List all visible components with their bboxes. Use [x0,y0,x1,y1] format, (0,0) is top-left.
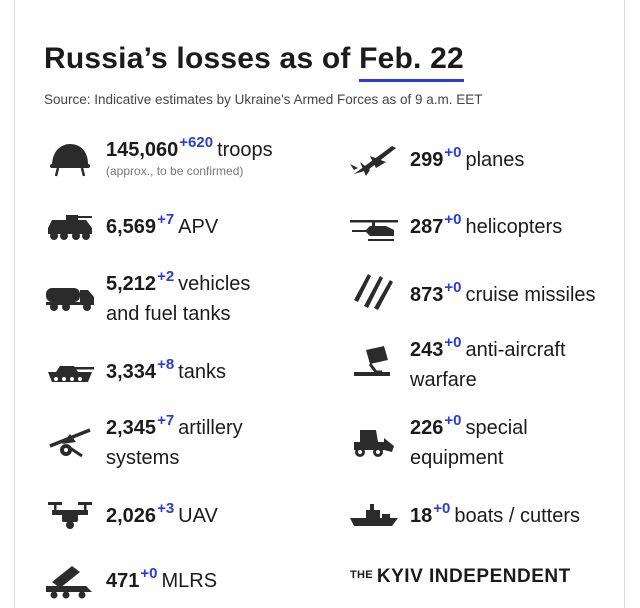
mlrs-icon [42,560,98,600]
value: 299 [410,149,444,171]
missiles-icon [346,270,402,310]
label: APV [178,216,219,238]
brand-the: THE [350,569,373,581]
value: 3,334 [106,361,157,383]
value: 145,060 [106,139,179,161]
value: 6,569 [106,216,157,238]
plane-icon [346,140,402,180]
title-prefix: Russia’s losses as of [44,42,360,75]
delta: +0 [444,211,462,228]
artillery-icon [42,420,98,460]
frame-right-line [624,0,625,608]
delta: +0 [444,279,462,296]
value: 243 [410,339,444,361]
tank-icon [42,352,98,392]
value: 2,026 [106,505,157,527]
delta: +2 [157,268,175,285]
label-line-2: warfare [410,369,477,391]
label: tanks [178,361,226,383]
label: UAV [178,505,218,527]
label: vehicles [178,273,251,295]
value: 18 [410,505,433,527]
delta: +0 [444,412,462,429]
delta: +0 [140,565,158,582]
helicopter-icon [346,208,402,248]
label-line-2: and fuel tanks [106,303,231,325]
delta: +0 [444,334,462,351]
label: artillery [178,417,243,439]
delta: +3 [157,500,175,517]
delta: +7 [157,412,175,429]
source-note: Source: Indicative estimates by Ukraine'… [44,92,483,107]
delta: +8 [157,356,175,373]
delta: +620 [179,134,214,151]
label: MLRS [161,570,218,592]
label: planes [465,149,525,171]
value: 2,345 [106,417,157,439]
title-underline [359,79,464,82]
delta: +7 [157,211,175,228]
value: 873 [410,284,444,306]
frame-left-line [14,0,15,608]
label: helicopters [465,216,563,238]
label: cruise missiles [465,284,596,306]
brand-logo: THE KYIV INDEPENDENT [350,566,571,588]
value: 287 [410,216,444,238]
label-line-2: systems [106,447,180,469]
label: troops [217,139,273,161]
label-line-2: equipment [410,447,504,469]
brand-name: KYIV INDEPENDENT [376,566,571,587]
bulldozer-icon [346,420,402,460]
label: boats / cutters [454,505,580,527]
label: special [465,417,528,439]
fuel-truck-icon [42,276,98,316]
anti-aircraft-icon [346,342,402,382]
delta: +0 [433,500,451,517]
note: (approx., to be confirmed) [106,164,244,178]
title-date: Feb. 22 [359,42,464,82]
helmet-icon [42,138,98,178]
drone-icon [42,496,98,536]
page-title: Russia’s losses as of Feb. 22 [44,42,464,82]
value: 471 [106,570,140,592]
value: 5,212 [106,273,157,295]
boat-icon [346,496,402,536]
label: anti-aircraft [465,339,566,361]
value: 226 [410,417,444,439]
delta: +0 [444,144,462,161]
apv-icon [42,206,98,246]
